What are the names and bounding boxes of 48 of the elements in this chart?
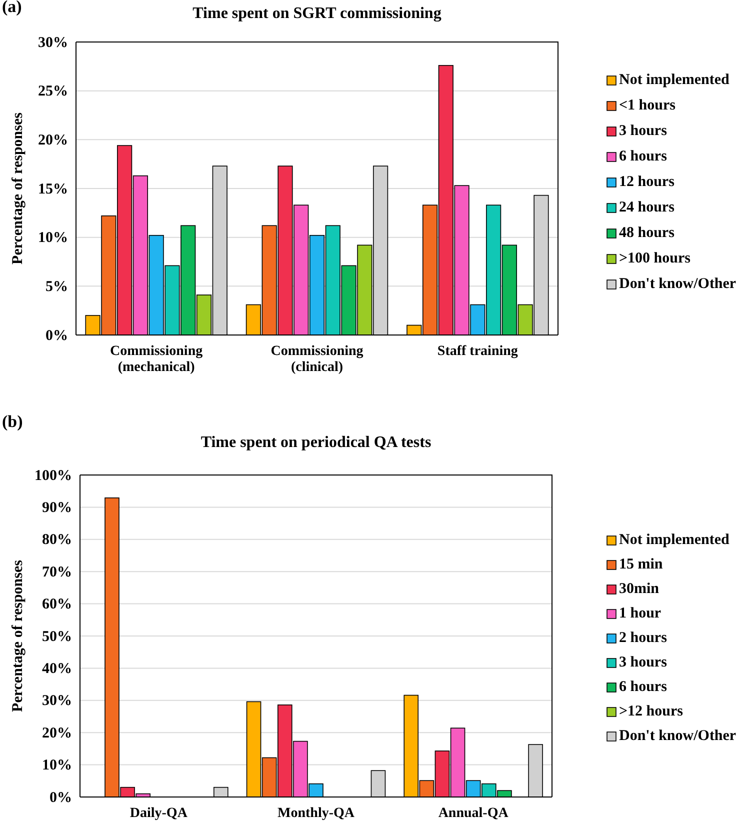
- legend-label: >12 hours: [619, 704, 684, 720]
- x-tick-label: Commissioning (mechanical): [110, 344, 203, 375]
- legend-label: >100 hours: [619, 250, 691, 266]
- y-tick-label: 25%: [38, 84, 68, 100]
- y-axis-title: Percentage of responses: [10, 112, 26, 264]
- y-tick-label: 20%: [42, 725, 72, 742]
- y-tick-label: 80%: [42, 532, 72, 548]
- y-tick-label: 30%: [42, 693, 72, 710]
- legend-label: Don't know/Other: [619, 276, 736, 292]
- legend-label: 12 hours: [619, 174, 675, 190]
- chart-title: Time spent on periodical QA tests: [200, 434, 432, 451]
- text: (b): [2, 412, 23, 431]
- legend-label: 6 hours: [619, 148, 668, 164]
- x-tick-label: Daily-QA: [130, 806, 188, 821]
- y-tick-label: 100%: [34, 468, 72, 484]
- x-tick-label: Annual-QA: [438, 806, 510, 821]
- legend-label: Not implemented: [619, 532, 730, 548]
- y-tick-label: 40%: [42, 661, 72, 677]
- y-tick-label: 30%: [38, 34, 68, 51]
- y-tick-label: 0%: [46, 328, 68, 344]
- y-tick-label: 90%: [42, 500, 72, 516]
- legend-label: 30min: [619, 581, 660, 597]
- y-tick-label: 0%: [50, 790, 72, 806]
- legend-label: 3 hours: [619, 654, 668, 670]
- legend-label: 48 hours: [619, 225, 675, 241]
- y-tick-label: 60%: [42, 596, 72, 613]
- y-tick-label: 70%: [42, 564, 72, 580]
- legend-label: 1 hour: [619, 606, 662, 622]
- legend-label: 24 hours: [619, 200, 675, 216]
- x-tick-label: Monthly-QA: [278, 806, 356, 821]
- legend-label: 3 hours: [619, 123, 668, 139]
- text: (a): [2, 0, 22, 16]
- y-tick-label: 10%: [42, 758, 72, 774]
- x-tick-label: Commissioning (clinical): [270, 344, 364, 375]
- legend-label: 15 min: [619, 556, 664, 572]
- x-tick-label: Staff training: [437, 344, 518, 359]
- legend-label: <1 hours: [619, 98, 676, 114]
- legend-label: 6 hours: [619, 679, 668, 695]
- legend-label: 2 hours: [619, 630, 668, 646]
- y-tick-label: 10%: [38, 230, 68, 246]
- chart-title: Time spent on SGRT commissioning: [192, 5, 442, 22]
- y-tick-label: 50%: [42, 628, 72, 645]
- y-tick-label: 15%: [38, 181, 68, 198]
- y-tick-label: 5%: [46, 278, 68, 295]
- y-axis-title: Percentage of responses: [10, 560, 26, 712]
- legend-label: Not implemented: [619, 72, 730, 88]
- legend-label: Don't know/Other: [619, 728, 736, 744]
- y-tick-label: 20%: [38, 132, 68, 148]
